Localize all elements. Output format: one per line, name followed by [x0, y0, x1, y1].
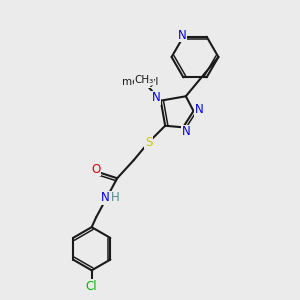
- Text: O: O: [91, 163, 100, 176]
- Text: N: N: [177, 29, 186, 42]
- Text: N: N: [194, 103, 203, 116]
- Text: methyl: methyl: [122, 77, 159, 87]
- Text: S: S: [145, 136, 152, 149]
- Text: N: N: [152, 91, 161, 104]
- Text: N: N: [182, 125, 190, 138]
- Text: Cl: Cl: [86, 280, 98, 293]
- Text: CH₃: CH₃: [135, 75, 154, 85]
- Text: N: N: [101, 191, 110, 204]
- Text: H: H: [111, 191, 119, 204]
- Text: methyl: methyl: [143, 80, 148, 81]
